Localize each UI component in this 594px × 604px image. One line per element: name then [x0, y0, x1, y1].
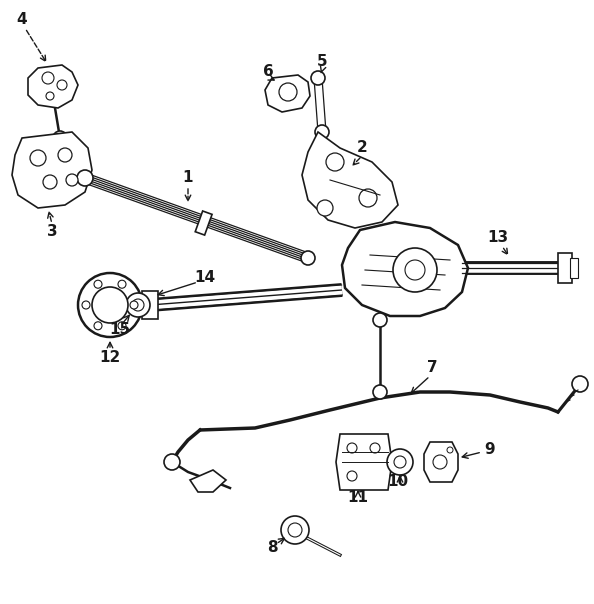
Circle shape [77, 170, 93, 186]
Polygon shape [28, 65, 78, 108]
Circle shape [42, 72, 54, 84]
Circle shape [387, 449, 413, 475]
Text: 11: 11 [347, 490, 368, 506]
Circle shape [433, 455, 447, 469]
Polygon shape [12, 132, 92, 208]
Text: 15: 15 [109, 323, 131, 338]
Polygon shape [336, 434, 392, 490]
Circle shape [78, 273, 142, 337]
Circle shape [94, 280, 102, 288]
Polygon shape [342, 222, 468, 316]
Text: 3: 3 [47, 225, 57, 240]
Text: 12: 12 [99, 350, 121, 365]
Circle shape [326, 153, 344, 171]
Polygon shape [302, 132, 398, 228]
Text: 9: 9 [485, 443, 495, 457]
Circle shape [46, 92, 54, 100]
Polygon shape [190, 470, 226, 492]
Circle shape [43, 175, 57, 189]
Circle shape [118, 280, 126, 288]
Circle shape [359, 189, 377, 207]
Text: 13: 13 [488, 231, 508, 245]
Circle shape [373, 313, 387, 327]
Circle shape [94, 322, 102, 330]
Circle shape [58, 148, 72, 162]
Circle shape [394, 456, 406, 468]
Circle shape [317, 200, 333, 216]
Circle shape [132, 299, 144, 311]
Circle shape [279, 83, 297, 101]
Circle shape [30, 150, 46, 166]
Bar [142, 291, 158, 319]
Circle shape [78, 171, 92, 185]
Bar [558, 253, 572, 283]
Circle shape [82, 301, 90, 309]
Polygon shape [424, 442, 458, 482]
Circle shape [281, 516, 309, 544]
Circle shape [347, 443, 357, 453]
Circle shape [130, 301, 138, 309]
Text: 2: 2 [356, 141, 367, 155]
Circle shape [92, 287, 128, 323]
Text: 6: 6 [263, 65, 273, 80]
Bar [195, 211, 212, 235]
Text: 8: 8 [267, 541, 277, 556]
Circle shape [315, 125, 329, 139]
Polygon shape [265, 75, 310, 112]
Text: 1: 1 [183, 170, 193, 185]
Circle shape [301, 251, 315, 265]
Text: 14: 14 [194, 271, 216, 286]
Text: 10: 10 [387, 475, 409, 489]
Circle shape [66, 174, 78, 186]
Circle shape [126, 293, 150, 317]
Circle shape [405, 260, 425, 280]
Circle shape [572, 376, 588, 392]
Circle shape [393, 248, 437, 292]
Bar [570, 258, 578, 278]
Circle shape [373, 385, 387, 399]
Circle shape [370, 443, 380, 453]
Circle shape [447, 447, 453, 453]
Text: 7: 7 [426, 361, 437, 376]
Text: 4: 4 [17, 13, 27, 28]
Circle shape [118, 322, 126, 330]
Text: 5: 5 [317, 54, 327, 69]
Circle shape [164, 454, 180, 470]
Circle shape [311, 71, 325, 85]
Circle shape [53, 131, 67, 145]
Circle shape [288, 523, 302, 537]
Circle shape [57, 80, 67, 90]
Circle shape [347, 471, 357, 481]
